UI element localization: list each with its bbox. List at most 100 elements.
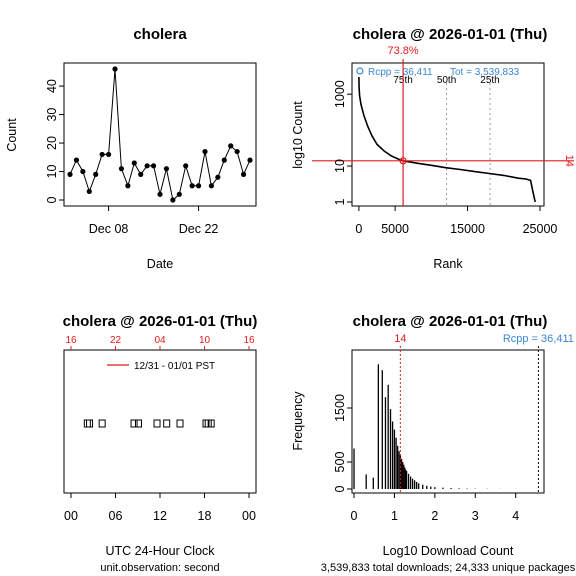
p1-point — [157, 191, 163, 197]
p3-point — [130, 419, 138, 428]
p2-legend-rcpp: Rcpp = 36,411 — [368, 67, 433, 78]
p1-xtick-label: Dec 22 — [179, 222, 219, 236]
p3-point — [98, 419, 106, 428]
panel-time-of-day: cholera @ 2026-01-01 (Thu) 16 22 04 10 16 00 0… — [63, 313, 258, 574]
p4-plot-frame — [351, 349, 545, 494]
p1-point — [176, 191, 182, 197]
p1-plot-frame — [63, 62, 257, 207]
p2-title: cholera @ 2026-01-01 (Thu) — [353, 26, 548, 43]
p1-series-line — [69, 68, 251, 201]
p1-xtick-label: Dec 08 — [89, 222, 129, 236]
p4-xtick-label: 3 — [472, 509, 479, 523]
p2-ytick-label: 1000 — [333, 80, 347, 108]
panel-daily-downloads: cholera 0 10 20 30 40 Dec 08 Dec 22 Date Count — [5, 26, 257, 271]
p4-red-label: 14 — [394, 333, 406, 345]
p3-point — [207, 419, 215, 428]
p3-top-tick-label: 16 — [243, 335, 255, 346]
p4-xtick-label: 1 — [391, 509, 398, 523]
p4-xtick-label: 2 — [431, 509, 438, 523]
p3-top-tick-label: 16 — [65, 335, 77, 346]
p2-ytick-label: 10 — [333, 159, 347, 173]
p4-ylabel: Frequency — [291, 391, 305, 451]
p1-point — [67, 171, 73, 177]
panel-download-histogram: cholera @ 2026-01-01 (Thu) 14 Rcpp = 36,4… — [291, 313, 576, 574]
p1-ytick-label: 30 — [45, 108, 59, 122]
p4-sublabel: 3,539,833 total downloads; 24,333 unique… — [321, 562, 576, 574]
p3-marks: 16 22 04 10 16 00 06 12 18 00 — [64, 335, 256, 523]
p2-ytick-label: 1 — [333, 198, 347, 205]
p1-point — [73, 157, 80, 163]
p1-ytick-label: 20 — [45, 136, 59, 150]
p1-ylabel: Count — [5, 118, 19, 152]
p1-point — [234, 148, 240, 155]
p3-top-tick-label: 04 — [154, 335, 166, 346]
p1-point — [125, 183, 131, 189]
p1-point — [86, 188, 92, 195]
p2-xlabel: Rank — [433, 257, 463, 271]
p1-ytick-label: 40 — [45, 79, 59, 93]
p3-sublabel: unit.observation: second — [100, 562, 219, 574]
p3-top-tick-label: 10 — [199, 335, 211, 346]
p4-xtick-label: 4 — [512, 509, 519, 523]
p2-top-label: 73.8% — [387, 45, 418, 57]
p1-title: cholera — [133, 26, 187, 43]
p1-point — [144, 163, 150, 169]
p4-ytick-label: 1500 — [333, 394, 347, 422]
p3-legend: 12/31 - 01/01 PST — [134, 361, 215, 372]
p4-title: cholera @ 2026-01-01 (Thu) — [353, 313, 548, 330]
p4-xtick-label: 0 — [351, 509, 358, 523]
p1-marks: 0 10 20 30 40 Dec 08 Dec 22 — [45, 66, 253, 236]
p1-point — [131, 160, 137, 166]
p4-ytick-label: 0 — [333, 485, 347, 492]
p1-point — [183, 163, 189, 169]
p1-point — [240, 171, 247, 177]
p2-legend-tot: Tot = 3,539,833 — [450, 67, 520, 78]
p3-xtick-label: 00 — [64, 509, 78, 523]
p1-point — [93, 171, 99, 177]
p3-title: cholera @ 2026-01-01 (Thu) — [63, 313, 258, 330]
p2-xtick-label: 5000 — [381, 222, 409, 236]
p1-xlabel: Date — [147, 257, 173, 271]
p4-xlabel: Log10 Download Count — [383, 544, 514, 558]
p1-point — [195, 183, 202, 189]
p2-rank-curve — [358, 76, 536, 203]
p1-point — [189, 183, 195, 189]
p2-xtick-label: 0 — [355, 222, 362, 236]
p3-point — [134, 419, 142, 428]
p4-ytick-label: 500 — [333, 452, 347, 473]
p3-point — [86, 419, 94, 428]
p3-xtick-label: 00 — [242, 509, 256, 523]
p2-package-point — [399, 157, 407, 165]
p2-percentile-label: 50th — [437, 75, 456, 86]
p2-right-label: 14 — [563, 155, 575, 167]
p1-point — [228, 143, 234, 149]
p2-ylabel: log10 Count — [291, 101, 305, 169]
p3-point — [83, 419, 91, 428]
p3-point — [163, 419, 171, 428]
p4-blue-label: Rcpp = 36,411 — [503, 333, 574, 345]
p3-xtick-label: 12 — [153, 509, 167, 523]
p1-point — [221, 157, 227, 163]
p1-point — [215, 174, 221, 180]
p1-point — [247, 157, 253, 163]
p1-point — [202, 148, 208, 155]
p1-point — [170, 197, 176, 203]
p1-point — [99, 151, 105, 158]
p1-point — [112, 66, 118, 72]
p1-ytick-label: 0 — [45, 196, 59, 203]
p1-ytick-label: 10 — [45, 165, 59, 179]
p1-point — [208, 183, 215, 189]
p3-point — [176, 419, 184, 428]
panel-rank-distribution: cholera @ 2026-01-01 (Thu) 75th 50th 25th7… — [291, 26, 575, 271]
p2-percentile-label: 25th — [480, 75, 499, 86]
p3-point — [153, 419, 161, 428]
p1-point — [150, 163, 157, 169]
p2-xtick-label: 25000 — [523, 222, 558, 236]
p2-plot-frame — [351, 62, 545, 207]
p4-marks: 14 Rcpp = 36,411 0 500 1500 0 1 2 3 4 — [333, 333, 574, 523]
p1-point — [105, 151, 112, 158]
p3-xtick-label: 06 — [109, 509, 123, 523]
p1-point — [138, 171, 144, 177]
